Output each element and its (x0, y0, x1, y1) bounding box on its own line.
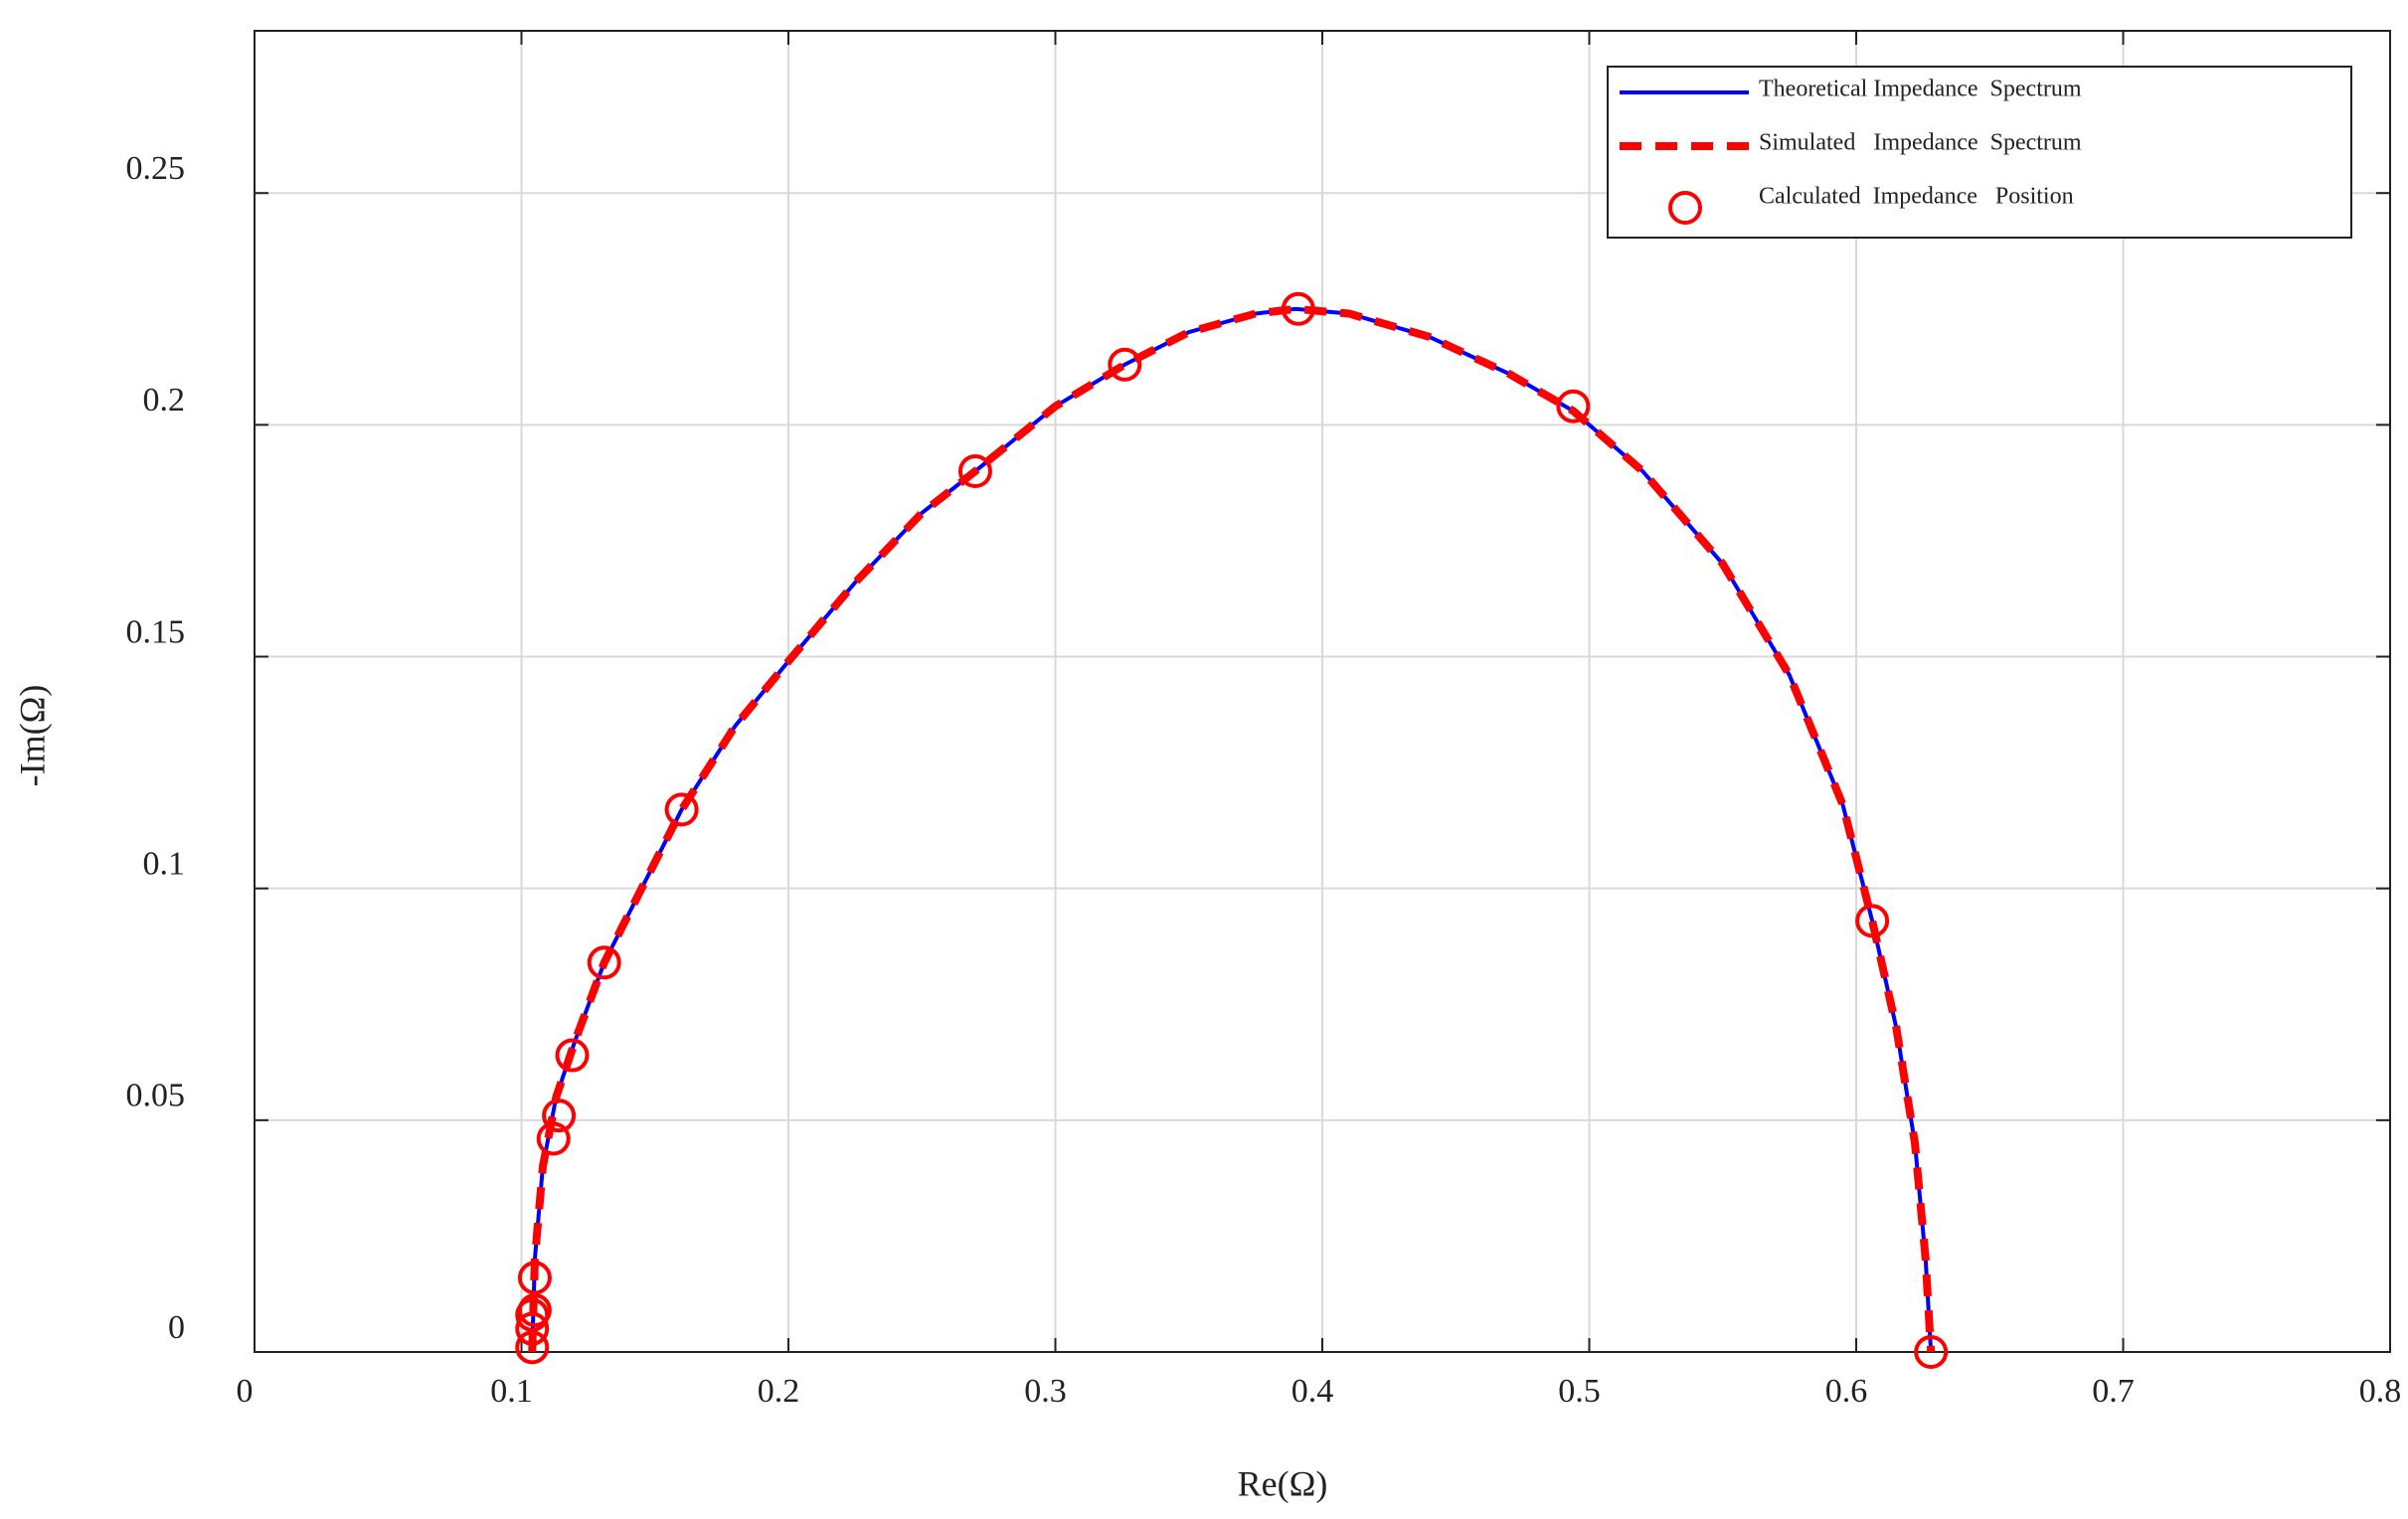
data-point (664, 792, 699, 827)
legend-label: Theoretical Impedance Spectrum (1759, 77, 2082, 102)
data-point (1556, 389, 1591, 423)
x-tick-label: 0.4 (1291, 1373, 1334, 1410)
y-axis-label: -Im(Ω) (12, 685, 52, 787)
data-point (1281, 291, 1315, 326)
x-tick-label: 0.2 (758, 1373, 800, 1410)
y-tick-label: 0.25 (126, 150, 186, 187)
data-point (517, 1261, 552, 1295)
y-tick-label: 0.15 (126, 613, 186, 650)
x-tick-label: 0.3 (1024, 1373, 1067, 1410)
data-point (555, 1038, 590, 1073)
y-tick-label: 0.2 (143, 382, 186, 419)
data-point (957, 454, 992, 488)
legend-label: Calculated Impedance Position (1759, 184, 2074, 210)
x-tick-label: 0.7 (2092, 1373, 2135, 1410)
x-tick-label: 0.5 (1558, 1373, 1601, 1410)
legend-label: Simulated Impedance Spectrum (1759, 130, 2082, 156)
y-tick-label: 0.1 (143, 845, 186, 882)
data-point (517, 1293, 552, 1328)
data-point (1108, 347, 1142, 382)
y-tick-label: 0.05 (126, 1078, 186, 1114)
y-tick-label: 0 (168, 1309, 185, 1346)
data-point (1914, 1335, 1949, 1369)
data-point (587, 945, 621, 980)
data-point (515, 1330, 550, 1365)
axes-box (254, 30, 2391, 1353)
data-point (1855, 904, 1890, 938)
x-tick-label: 0.6 (1825, 1373, 1868, 1410)
x-tick-label: 0.8 (2359, 1373, 2402, 1410)
data-point (515, 1311, 550, 1346)
series-line (528, 304, 1936, 1353)
data-point (536, 1121, 571, 1156)
x-tick-label: 0.1 (490, 1373, 533, 1410)
x-tick-label: 0 (237, 1373, 254, 1410)
data-point (542, 1098, 577, 1133)
legend-marker (1668, 191, 1702, 225)
legend: Theoretical Impedance Spectrum Simulated … (1607, 66, 2352, 239)
legend-box (1607, 66, 2352, 239)
x-axis-label: Re(Ω) (1238, 1463, 1328, 1503)
